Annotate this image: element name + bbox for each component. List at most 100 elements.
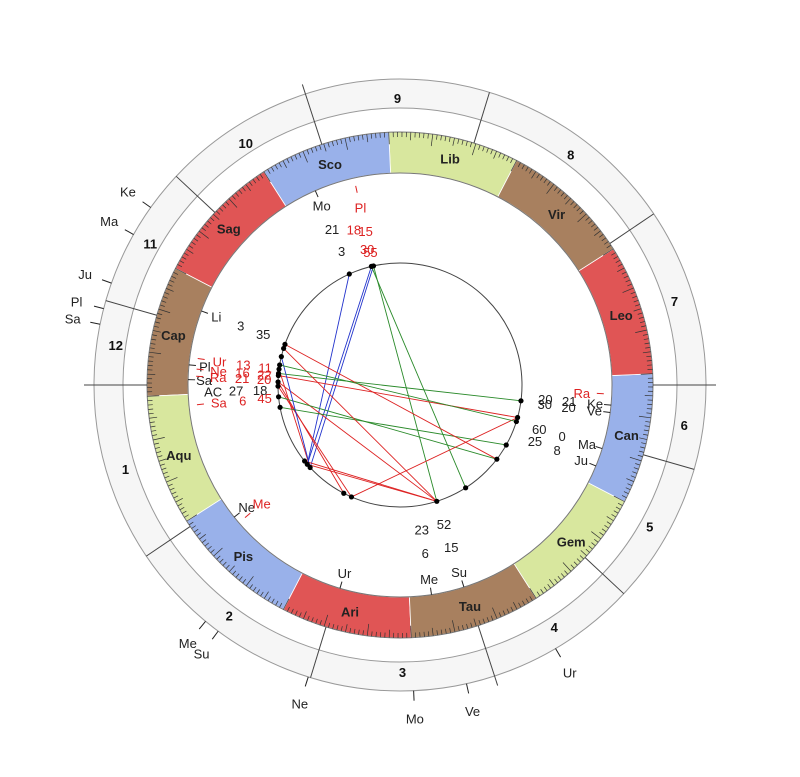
degree-tick bbox=[625, 279, 631, 283]
degree-tick bbox=[436, 134, 438, 140]
degree-tick bbox=[228, 198, 238, 208]
degree-tick bbox=[306, 149, 310, 155]
degree-tick bbox=[319, 145, 322, 150]
degree-tick bbox=[623, 275, 629, 279]
degree-tick bbox=[267, 596, 271, 602]
degree-tick bbox=[298, 152, 302, 158]
transit-planet-degree: 16 bbox=[235, 366, 249, 381]
house-number-8: 8 bbox=[567, 147, 574, 162]
aspect-point bbox=[275, 383, 281, 389]
degree-tick bbox=[158, 308, 171, 314]
degree-tick bbox=[510, 160, 517, 172]
degree-tick bbox=[529, 596, 533, 601]
natal-planet-minute: 20 bbox=[538, 392, 552, 407]
degree-tick bbox=[147, 395, 160, 397]
degree-tick bbox=[560, 573, 565, 578]
degree-tick bbox=[238, 189, 243, 194]
degree-tick bbox=[155, 446, 161, 449]
planet-marker bbox=[90, 321, 101, 325]
degree-tick bbox=[585, 548, 590, 553]
degree-tick bbox=[593, 227, 599, 231]
natal-planet-degree: 20 bbox=[561, 400, 575, 415]
degree-tick bbox=[591, 531, 602, 540]
aspect-point bbox=[277, 404, 283, 410]
degree-tick bbox=[193, 528, 199, 533]
degree-tick bbox=[169, 279, 175, 283]
degree-tick bbox=[167, 283, 173, 287]
degree-tick bbox=[486, 617, 490, 623]
outer-planet-su: Su bbox=[194, 647, 210, 662]
degree-tick bbox=[522, 600, 526, 606]
planet-marker bbox=[211, 630, 219, 640]
degree-tick bbox=[198, 230, 209, 239]
degree-tick bbox=[606, 516, 614, 522]
transit-planet-ne: Ne bbox=[210, 364, 227, 379]
aspect-point bbox=[276, 366, 282, 372]
degree-tick bbox=[549, 579, 555, 586]
degree-tick bbox=[349, 137, 351, 143]
house-number-3: 3 bbox=[399, 665, 406, 680]
degree-tick bbox=[557, 576, 562, 581]
degree-tick bbox=[235, 192, 240, 197]
aspect-line-square bbox=[277, 381, 438, 502]
degree-tick bbox=[164, 292, 170, 295]
degree-tick bbox=[547, 181, 551, 186]
degree-tick bbox=[362, 134, 364, 140]
degree-tick bbox=[286, 606, 290, 612]
aspect-point bbox=[275, 394, 282, 400]
degree-tick bbox=[546, 183, 555, 194]
sign-label-tau: Tau bbox=[459, 599, 481, 614]
transit-planet-minute: 20 bbox=[257, 372, 271, 387]
degree-tick bbox=[502, 610, 506, 616]
degree-tick bbox=[469, 142, 472, 148]
degree-tick bbox=[639, 437, 648, 440]
natal-planet-minute: 35 bbox=[256, 327, 270, 342]
degree-tick bbox=[646, 355, 652, 358]
aspect-line-sextile bbox=[309, 265, 374, 468]
aspect-line-trine bbox=[371, 266, 467, 489]
degree-tick bbox=[493, 151, 497, 159]
degree-tick bbox=[177, 503, 183, 507]
outer-planet-pl: Pl bbox=[71, 295, 83, 310]
house-number-5: 5 bbox=[646, 519, 653, 534]
degree-tick bbox=[149, 421, 155, 423]
aspect-line-sextile bbox=[306, 266, 372, 465]
degree-tick bbox=[204, 223, 209, 228]
sign-label-sag: Sag bbox=[217, 221, 241, 236]
degree-tick bbox=[345, 624, 348, 633]
zodiac-sign-ring: Ari Tau Gem Can Leo Vir Lib Sco Sag Cap Aqu Pis bbox=[146, 131, 654, 639]
degree-tick bbox=[518, 602, 522, 608]
degree-tick bbox=[207, 545, 212, 550]
degree-tick bbox=[294, 610, 298, 616]
degree-tick bbox=[611, 514, 617, 518]
degree-tick bbox=[256, 589, 260, 594]
degree-tick bbox=[219, 207, 224, 212]
degree-tick bbox=[201, 539, 207, 543]
degree-tick bbox=[336, 625, 339, 631]
degree-tick bbox=[193, 237, 199, 242]
degree-tick bbox=[213, 213, 220, 220]
degree-tick bbox=[204, 542, 209, 547]
degree-tick bbox=[150, 425, 156, 428]
degree-tick bbox=[457, 138, 460, 144]
degree-tick bbox=[358, 629, 360, 635]
degree-tick bbox=[164, 475, 170, 479]
degree-tick bbox=[157, 313, 163, 316]
transit-planet-minute: 22 bbox=[257, 367, 271, 382]
degree-tick bbox=[623, 491, 629, 495]
degree-tick bbox=[242, 579, 247, 584]
natal-planet-degree: 6 bbox=[422, 546, 429, 561]
degree-tick bbox=[626, 478, 634, 482]
house-cusp-4 bbox=[477, 625, 496, 677]
degree-tick bbox=[319, 620, 322, 626]
planet-marker bbox=[589, 462, 597, 467]
transit-planet-ur: Ur bbox=[213, 354, 227, 369]
degree-tick bbox=[478, 144, 481, 150]
outer-planet-ma: Ma bbox=[100, 214, 119, 229]
degree-tick bbox=[629, 456, 642, 462]
degree-tick bbox=[576, 207, 581, 212]
transit-planet-degree: 6 bbox=[239, 393, 246, 408]
degree-tick bbox=[232, 570, 237, 575]
degree-tick bbox=[191, 525, 196, 529]
